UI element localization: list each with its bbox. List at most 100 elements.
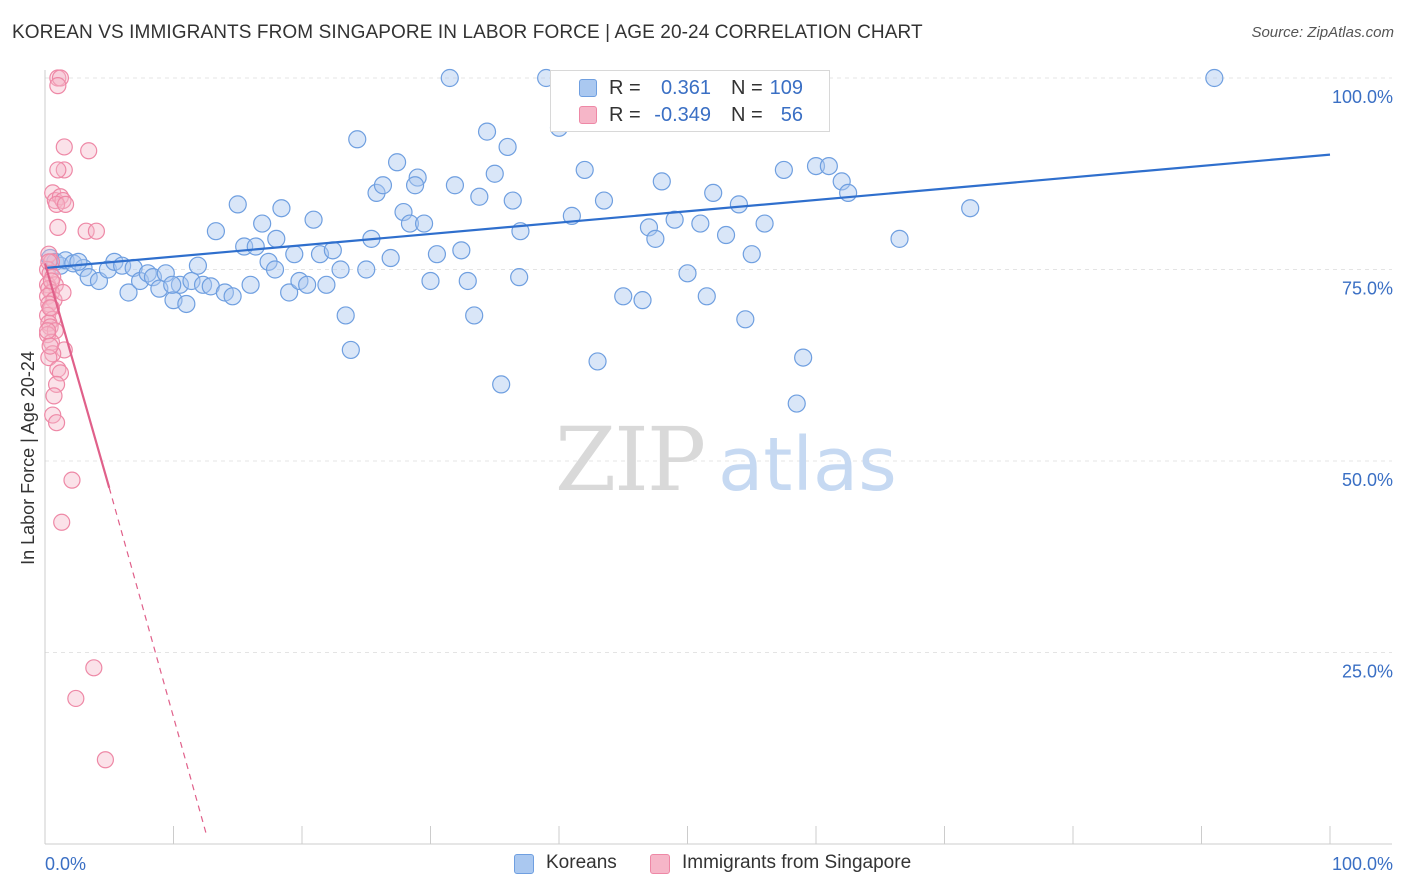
korean-point bbox=[265, 260, 285, 279]
korean-point bbox=[575, 160, 594, 180]
korean-point bbox=[381, 248, 400, 268]
chart-title: KOREAN VS IMMIGRANTS FROM SINGAPORE IN L… bbox=[12, 22, 923, 43]
korean-point bbox=[119, 283, 138, 302]
singapore-point bbox=[55, 161, 73, 179]
singapore-point bbox=[85, 659, 103, 677]
korean-point bbox=[357, 260, 376, 279]
korean-point bbox=[373, 176, 393, 195]
korean-point bbox=[405, 176, 425, 195]
korean-point bbox=[280, 283, 299, 302]
korean-point bbox=[253, 214, 272, 233]
singapore-point bbox=[80, 142, 98, 160]
legend-n-value: 109 bbox=[769, 77, 803, 99]
singapore-point bbox=[56, 195, 75, 213]
korean-point bbox=[228, 195, 247, 214]
korean-point bbox=[206, 222, 226, 241]
singapore-trendline-solid bbox=[43, 263, 111, 489]
singapore-point bbox=[55, 138, 73, 156]
tick-labels: 25.0% 50.0% 75.0% 100.0% 0.0% 100.0% bbox=[45, 87, 1393, 874]
korean-point bbox=[414, 214, 434, 233]
koreans-trendline bbox=[44, 153, 1331, 270]
series-swatch-koreans bbox=[514, 854, 534, 874]
singapore-point bbox=[96, 751, 114, 769]
korean-point bbox=[742, 245, 761, 264]
korean-point bbox=[331, 260, 350, 279]
legend-n-label: N = bbox=[731, 104, 763, 126]
y-axis-label: In Labor Force | Age 20-24 bbox=[18, 351, 38, 565]
trendlines bbox=[43, 153, 1331, 837]
korean-point bbox=[794, 348, 813, 367]
singapore-point bbox=[87, 222, 106, 240]
korean-point bbox=[614, 287, 633, 306]
singapore-point bbox=[53, 513, 71, 531]
watermark-atlas: atlas bbox=[718, 422, 897, 508]
grid-lines bbox=[45, 77, 1392, 653]
korean-point bbox=[188, 256, 208, 275]
y-tick-label: 75.0% bbox=[1342, 279, 1393, 299]
korean-point bbox=[716, 225, 736, 245]
korean-point bbox=[774, 160, 793, 180]
singapore-point bbox=[45, 387, 63, 405]
singapore-point bbox=[47, 414, 66, 432]
korean-point bbox=[163, 275, 182, 294]
korean-point bbox=[1205, 68, 1224, 88]
korean-point bbox=[421, 271, 440, 291]
korean-point bbox=[652, 172, 671, 191]
x-tick-label-min: 0.0% bbox=[45, 854, 86, 874]
korean-point bbox=[341, 340, 360, 360]
singapore-points bbox=[38, 69, 114, 769]
korean-point bbox=[646, 229, 665, 248]
singapore-point bbox=[54, 283, 72, 302]
korean-point bbox=[304, 210, 323, 229]
korean-point bbox=[470, 187, 489, 206]
korean-point bbox=[704, 183, 723, 202]
korean-point bbox=[223, 287, 242, 306]
korean-point bbox=[427, 245, 447, 264]
y-tick-label: 25.0% bbox=[1342, 662, 1393, 682]
korean-point bbox=[246, 237, 265, 256]
legend-n-label: N = bbox=[731, 77, 763, 99]
singapore-point bbox=[49, 77, 67, 95]
korean-point bbox=[69, 252, 88, 271]
korean-point bbox=[492, 375, 511, 394]
singapore-point bbox=[49, 218, 67, 236]
singapore-point bbox=[49, 161, 67, 179]
korean-point bbox=[79, 268, 98, 287]
korean-point bbox=[736, 310, 755, 329]
singapore-point bbox=[63, 471, 81, 489]
korean-point bbox=[440, 68, 459, 88]
korean-point bbox=[691, 214, 710, 233]
korean-point bbox=[267, 229, 286, 248]
korean-point bbox=[336, 306, 355, 325]
singapore-trendline-dashed bbox=[108, 487, 208, 837]
series-legend: Koreans Immigrants from Singapore bbox=[0, 852, 1406, 878]
legend-r-value: 0.361 bbox=[660, 77, 711, 99]
series-swatch-singapore bbox=[650, 854, 670, 874]
korean-point bbox=[387, 153, 407, 172]
korean-point bbox=[485, 164, 504, 183]
korean-point bbox=[394, 202, 413, 222]
legend-swatch-koreans bbox=[579, 79, 597, 97]
korean-point bbox=[400, 214, 420, 233]
legend-row-koreans: R = 0.361 N = 109 bbox=[551, 75, 829, 101]
korean-point bbox=[806, 156, 826, 176]
korean-point bbox=[787, 394, 806, 413]
legend-swatch-singapore bbox=[579, 106, 597, 124]
korean-point bbox=[588, 352, 607, 371]
korean-point bbox=[498, 137, 517, 157]
singapore-point bbox=[67, 689, 85, 708]
korean-point bbox=[729, 195, 749, 214]
y-tick-label: 100.0% bbox=[1332, 87, 1393, 107]
korean-point bbox=[639, 218, 659, 237]
korean-point bbox=[477, 122, 497, 141]
korean-point bbox=[697, 287, 716, 306]
korean-point bbox=[839, 183, 858, 202]
korean-point bbox=[193, 275, 213, 294]
korean-point bbox=[458, 271, 477, 291]
legend-n-value: 56 bbox=[780, 104, 803, 126]
korean-point bbox=[156, 264, 175, 283]
korean-point bbox=[678, 264, 697, 283]
korean-point bbox=[170, 275, 190, 294]
series-label-koreans: Koreans bbox=[546, 852, 617, 873]
